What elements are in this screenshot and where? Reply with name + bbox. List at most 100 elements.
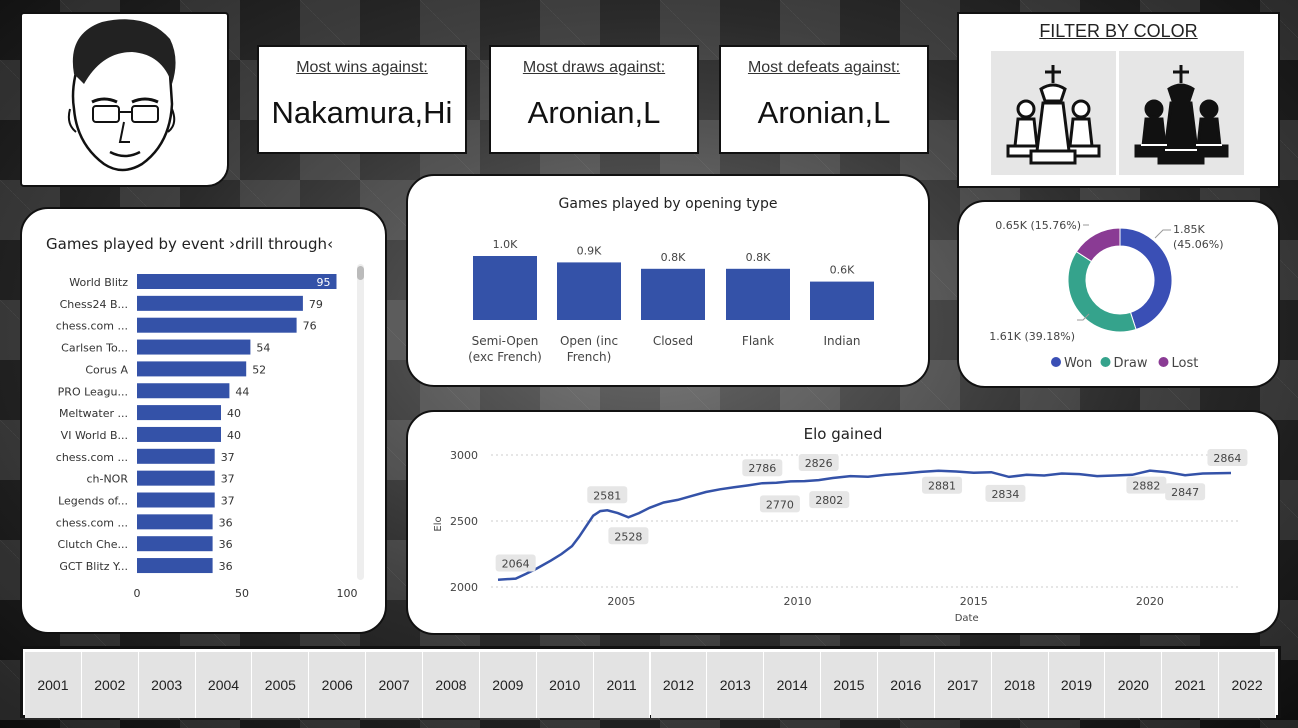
filter-white-button[interactable] [991, 51, 1116, 175]
kpi-value: Aronian,L [527, 95, 661, 130]
kpi-label: Most wins against: [296, 59, 428, 76]
events-scrollbar[interactable] [357, 264, 364, 580]
year-button-2004[interactable]: 2004 [195, 652, 253, 718]
event-bar[interactable] [137, 514, 213, 530]
year-button-2014[interactable]: 2014 [764, 652, 822, 718]
year-button-2013[interactable]: 2013 [707, 652, 765, 718]
event-category-label: chess.com ... [56, 451, 128, 464]
elo-y-tick: 3000 [450, 449, 478, 462]
year-button-2003[interactable]: 2003 [138, 652, 196, 718]
opening-category-label: Open (inc [560, 334, 618, 348]
event-bar[interactable] [137, 492, 215, 508]
elo-data-label-box [495, 554, 536, 572]
legend-swatch [1100, 357, 1111, 367]
opening-category-label: Semi-Open [472, 334, 539, 348]
opening-bar[interactable] [810, 281, 874, 320]
elo-data-label-box [985, 484, 1026, 502]
donut-label-won: 1.85K [1173, 223, 1205, 236]
event-bar[interactable] [137, 558, 213, 574]
year-button-2011[interactable]: 2011 [593, 652, 651, 718]
event-bar[interactable] [137, 295, 303, 311]
event-bar[interactable] [137, 361, 247, 377]
elo-line[interactable] [497, 469, 1232, 581]
elo-data-label-box [922, 476, 963, 494]
opening-value-label: 0.6K [830, 264, 855, 277]
donut-label-lost: 0.65K (15.76%) [995, 219, 1081, 232]
events-scrollbar-thumb[interactable] [357, 266, 364, 280]
event-value-label: 37 [221, 451, 235, 464]
year-button-2015[interactable]: 2015 [821, 652, 878, 718]
opening-bar[interactable] [726, 268, 790, 320]
event-bar[interactable] [137, 536, 213, 552]
donut-slice-won[interactable] [1119, 227, 1173, 331]
elo-data-label-box [742, 459, 783, 477]
elo-x-tick: 2010 [784, 595, 812, 608]
opening-chart-title: Games played by opening type [558, 196, 778, 212]
elo-chart-card: Elo gained 2000 2500 3000 2005 2010 2015 2020 D… [406, 410, 1280, 635]
year-button-2022[interactable]: 2022 [1219, 652, 1276, 718]
elo-data-label-box [587, 486, 628, 504]
year-button-2020[interactable]: 2020 [1105, 652, 1163, 718]
donut-slice-lost[interactable] [1075, 227, 1121, 263]
opening-category-label: Indian [823, 334, 860, 348]
event-x-tick: 0 [134, 587, 141, 600]
year-button-2007[interactable]: 2007 [366, 652, 424, 718]
results-donut-chart[interactable]: 1.85K (45.06%) 0.65K (15.76%) 1.61K (39.18%… [959, 202, 1278, 386]
event-category-label: Carlsen To... [61, 342, 128, 355]
year-button-2021[interactable]: 2021 [1162, 652, 1220, 718]
elo-x-tick: 2005 [607, 595, 635, 608]
year-button-2001[interactable]: 2001 [25, 652, 82, 718]
results-donut-card: 1.85K (45.06%) 0.65K (15.76%) 1.61K (39.18%… [957, 200, 1280, 388]
elo-data-label-box [1207, 448, 1248, 466]
year-button-2012[interactable]: 2012 [650, 652, 708, 718]
event-x-tick: 50 [235, 587, 249, 600]
elo-y-tick: 2000 [450, 581, 478, 594]
event-bar[interactable] [137, 470, 215, 486]
year-button-2019[interactable]: 2019 [1048, 652, 1106, 718]
elo-y-axis-label: Elo [433, 516, 444, 531]
event-bar[interactable] [137, 339, 251, 355]
year-button-2006[interactable]: 2006 [309, 652, 367, 718]
event-value-label: 95 [317, 276, 331, 289]
elo-chart-title: Elo gained [803, 425, 883, 443]
event-category-label: Corus A [85, 363, 128, 376]
event-bar[interactable] [137, 426, 221, 442]
opening-bar[interactable] [473, 256, 537, 320]
events-bar-chart[interactable]: World Blitz 95 Chess24 B... 79 chess.com ...… [22, 209, 385, 632]
opening-category-label: Flank [742, 334, 774, 348]
year-button-2018[interactable]: 2018 [991, 652, 1049, 718]
legend-swatch [1051, 357, 1061, 367]
legend-label-lost[interactable]: Lost [1172, 356, 1199, 371]
elo-data-label: 2770 [766, 498, 794, 511]
elo-data-label-box [759, 495, 800, 513]
opening-bar[interactable] [641, 268, 705, 320]
event-bar[interactable] [137, 317, 297, 333]
year-button-2002[interactable]: 2002 [81, 652, 139, 718]
legend-label-won[interactable]: Won [1064, 356, 1092, 371]
year-button-2010[interactable]: 2010 [536, 652, 594, 718]
elo-data-label-box [809, 491, 850, 509]
donut-label-won-pct: (45.06%) [1173, 238, 1224, 251]
elo-data-label: 2864 [1213, 452, 1241, 465]
elo-data-label: 2881 [928, 480, 956, 493]
event-bar[interactable] [137, 274, 337, 289]
event-bar[interactable] [137, 405, 221, 421]
legend-label-draw[interactable]: Draw [1114, 356, 1148, 371]
year-button-2016[interactable]: 2016 [877, 652, 935, 718]
event-value-label: 52 [252, 363, 266, 376]
event-bar[interactable] [137, 448, 215, 464]
year-button-2005[interactable]: 2005 [252, 652, 310, 718]
kpi-most-defeats: Most defeats against: Aronian,L [719, 45, 929, 154]
filter-black-button[interactable] [1119, 51, 1244, 175]
elo-line-chart[interactable]: 2000 2500 3000 2005 2010 2015 2020 Date Elo 2064 2… [408, 412, 1278, 633]
event-bar[interactable] [137, 383, 230, 399]
year-button-2017[interactable]: 2017 [934, 652, 992, 718]
year-button-2009[interactable]: 2009 [479, 652, 537, 718]
opening-bar[interactable] [557, 262, 621, 320]
event-category-label: PRO Leagu... [58, 385, 128, 398]
year-button-2008[interactable]: 2008 [423, 652, 480, 718]
opening-bar-chart[interactable]: 1.0K Semi-Open (exc French) 0.9K Open (inc Fr… [408, 176, 928, 385]
event-value-label: 37 [221, 495, 235, 508]
kpi-label: Most draws against: [522, 59, 666, 76]
event-value-label: 79 [309, 298, 323, 311]
